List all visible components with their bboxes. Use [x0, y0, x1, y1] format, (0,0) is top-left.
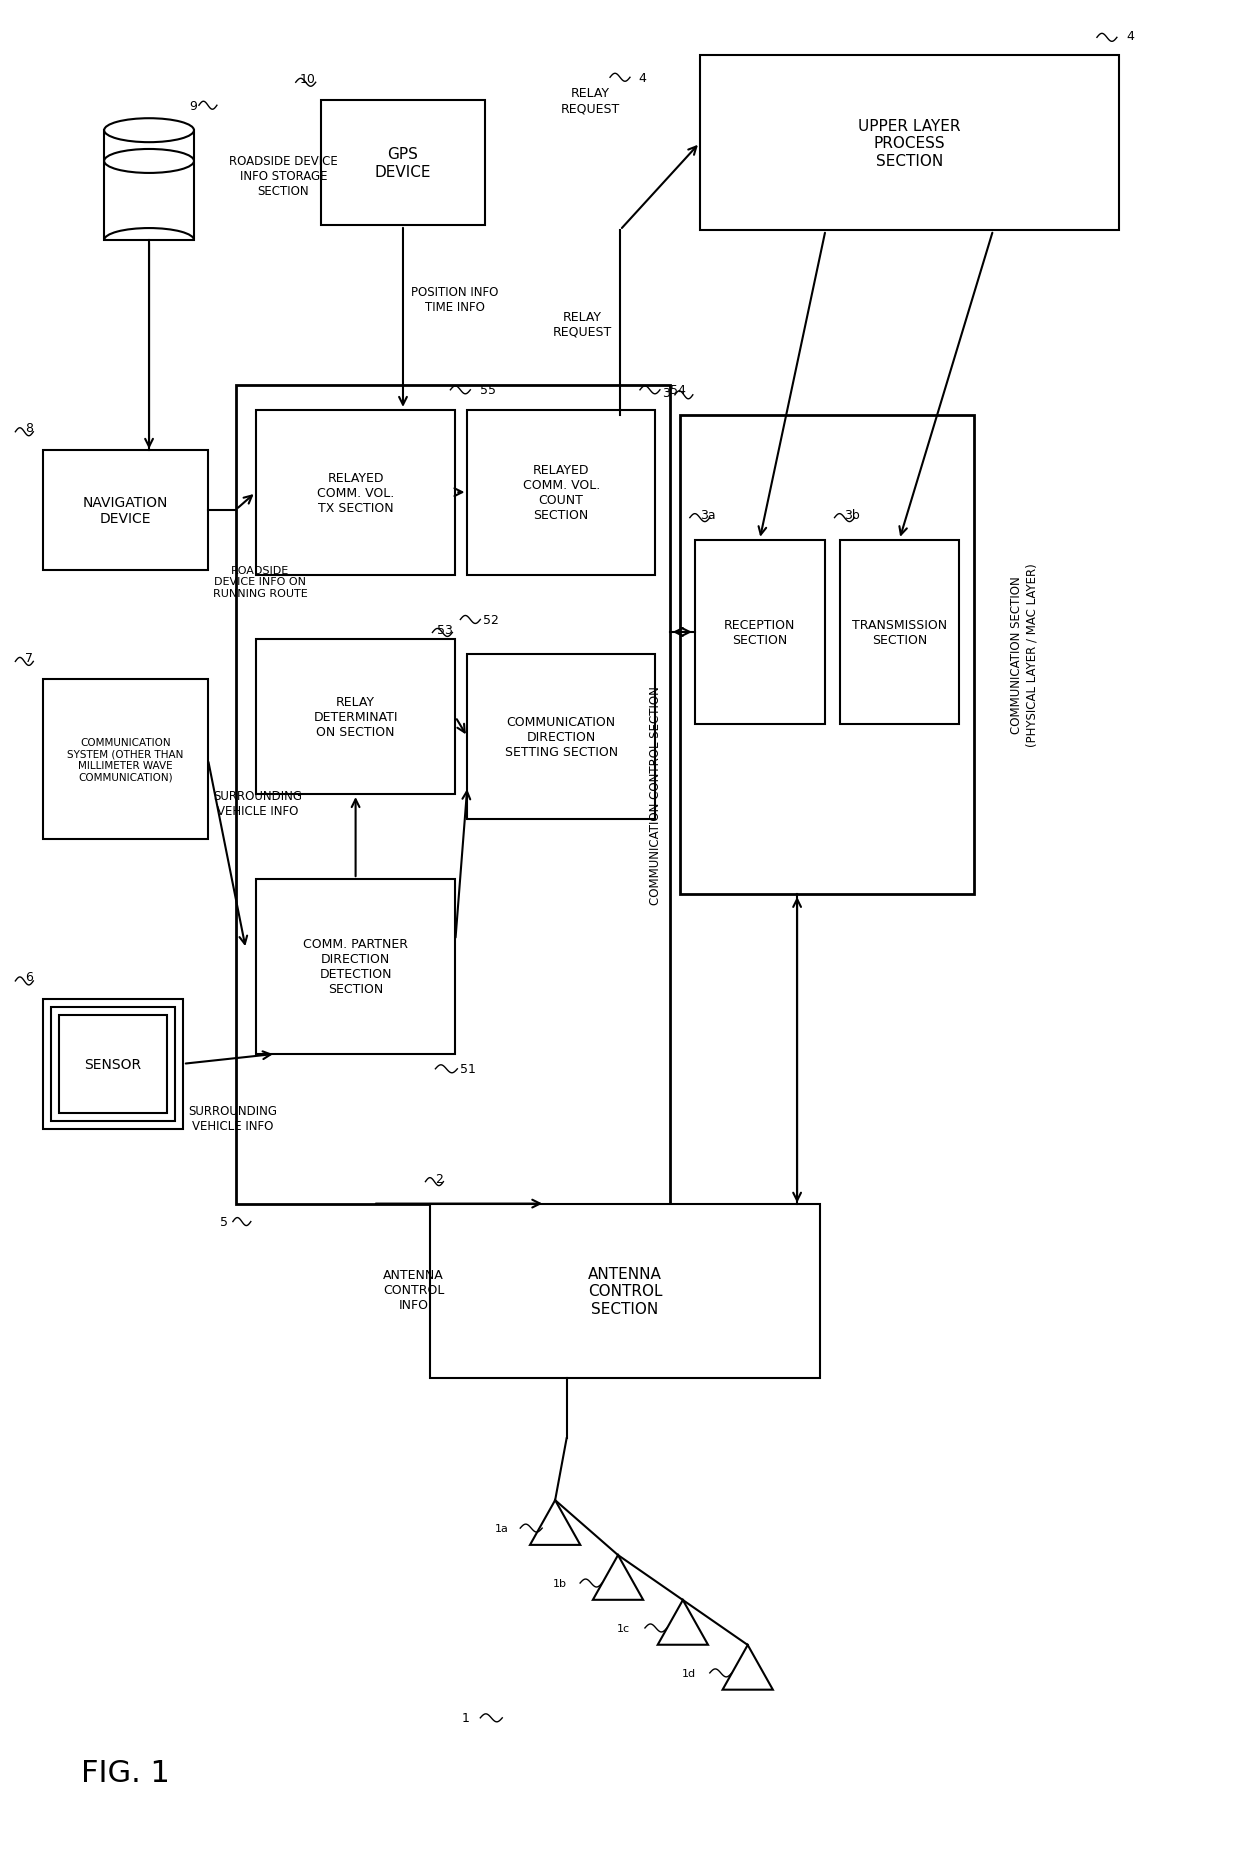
Text: 7: 7 — [25, 652, 33, 665]
Text: COMMUNICATION SECTION
(PHYSICAL LAYER / MAC LAYER): COMMUNICATION SECTION (PHYSICAL LAYER / … — [1011, 563, 1038, 747]
FancyBboxPatch shape — [255, 410, 455, 576]
Ellipse shape — [104, 119, 193, 144]
FancyBboxPatch shape — [51, 1007, 175, 1120]
FancyBboxPatch shape — [43, 451, 208, 570]
FancyBboxPatch shape — [43, 680, 208, 839]
Text: UPPER LAYER
PROCESS
SECTION: UPPER LAYER PROCESS SECTION — [858, 119, 961, 168]
FancyBboxPatch shape — [839, 541, 960, 725]
Text: 3a: 3a — [699, 509, 715, 522]
Text: COMM. PARTNER
DIRECTION
DETECTION
SECTION: COMM. PARTNER DIRECTION DETECTION SECTIO… — [303, 938, 408, 995]
Text: FIG. 1: FIG. 1 — [81, 1758, 170, 1788]
Text: COMMUNICATION
SYSTEM (OTHER THAN
MILLIMETER WAVE
COMMUNICATION): COMMUNICATION SYSTEM (OTHER THAN MILLIME… — [67, 738, 184, 783]
Text: NAVIGATION
DEVICE: NAVIGATION DEVICE — [83, 496, 169, 526]
Text: SURROUNDING
VEHICLE INFO: SURROUNDING VEHICLE INFO — [213, 790, 301, 818]
Text: 1: 1 — [461, 1711, 469, 1724]
Text: RECEPTION
SECTION: RECEPTION SECTION — [724, 619, 795, 647]
FancyBboxPatch shape — [430, 1204, 820, 1379]
Text: ANTENNA
CONTROL
SECTION: ANTENNA CONTROL SECTION — [588, 1266, 662, 1316]
Text: 2: 2 — [435, 1172, 443, 1186]
Text: 10: 10 — [300, 73, 316, 86]
Text: 1a: 1a — [495, 1523, 508, 1534]
FancyBboxPatch shape — [236, 386, 670, 1204]
Text: 3: 3 — [662, 388, 670, 401]
Text: RELAY
REQUEST: RELAY REQUEST — [553, 311, 613, 339]
FancyBboxPatch shape — [321, 101, 485, 226]
Text: 4: 4 — [637, 71, 646, 84]
Text: ROADSIDE
DEVICE INFO ON
RUNNING ROUTE: ROADSIDE DEVICE INFO ON RUNNING ROUTE — [213, 565, 308, 598]
FancyBboxPatch shape — [60, 1016, 167, 1113]
Text: 1c: 1c — [616, 1624, 630, 1633]
Text: RELAY
REQUEST: RELAY REQUEST — [560, 88, 620, 116]
Text: TRANSMISSION
SECTION: TRANSMISSION SECTION — [852, 619, 947, 647]
Text: 8: 8 — [25, 421, 33, 434]
FancyBboxPatch shape — [680, 416, 975, 895]
Text: GPS
DEVICE: GPS DEVICE — [374, 147, 432, 179]
Text: RELAYED
COMM. VOL.
COUNT
SECTION: RELAYED COMM. VOL. COUNT SECTION — [522, 464, 600, 522]
Text: 9: 9 — [188, 99, 197, 112]
Text: 1b: 1b — [553, 1579, 567, 1588]
Text: 51: 51 — [460, 1062, 476, 1076]
Text: 54: 54 — [670, 384, 686, 397]
Text: POSITION INFO
TIME INFO: POSITION INFO TIME INFO — [410, 285, 498, 313]
Text: SENSOR: SENSOR — [84, 1057, 141, 1072]
Bar — [104, 130, 193, 240]
FancyBboxPatch shape — [255, 880, 455, 1055]
Text: 4: 4 — [1127, 30, 1135, 43]
Text: COMMUNICATION
DIRECTION
SETTING SECTION: COMMUNICATION DIRECTION SETTING SECTION — [505, 716, 618, 759]
Text: 3b: 3b — [844, 509, 861, 522]
FancyBboxPatch shape — [43, 999, 184, 1130]
FancyBboxPatch shape — [694, 541, 825, 725]
Text: RELAY
DETERMINATI
ON SECTION: RELAY DETERMINATI ON SECTION — [314, 695, 398, 738]
Text: 5: 5 — [219, 1215, 228, 1228]
Text: COMMUNICATION CONTROL SECTION: COMMUNICATION CONTROL SECTION — [650, 686, 662, 904]
FancyBboxPatch shape — [467, 410, 655, 576]
Text: 52: 52 — [484, 613, 500, 626]
Text: 55: 55 — [480, 384, 496, 397]
FancyBboxPatch shape — [699, 56, 1118, 231]
Text: RELAYED
COMM. VOL.
TX SECTION: RELAYED COMM. VOL. TX SECTION — [317, 472, 394, 514]
Text: 53: 53 — [436, 624, 453, 637]
Text: SURROUNDING
VEHICLE INFO: SURROUNDING VEHICLE INFO — [188, 1103, 277, 1131]
Text: ROADSIDE DEVICE
INFO STORAGE
SECTION: ROADSIDE DEVICE INFO STORAGE SECTION — [229, 155, 337, 198]
FancyBboxPatch shape — [255, 639, 455, 794]
Ellipse shape — [104, 149, 193, 173]
Text: 6: 6 — [26, 971, 33, 984]
Text: ANTENNA
CONTROL
INFO: ANTENNA CONTROL INFO — [383, 1269, 444, 1312]
FancyBboxPatch shape — [467, 654, 655, 820]
Text: 1d: 1d — [682, 1668, 696, 1678]
